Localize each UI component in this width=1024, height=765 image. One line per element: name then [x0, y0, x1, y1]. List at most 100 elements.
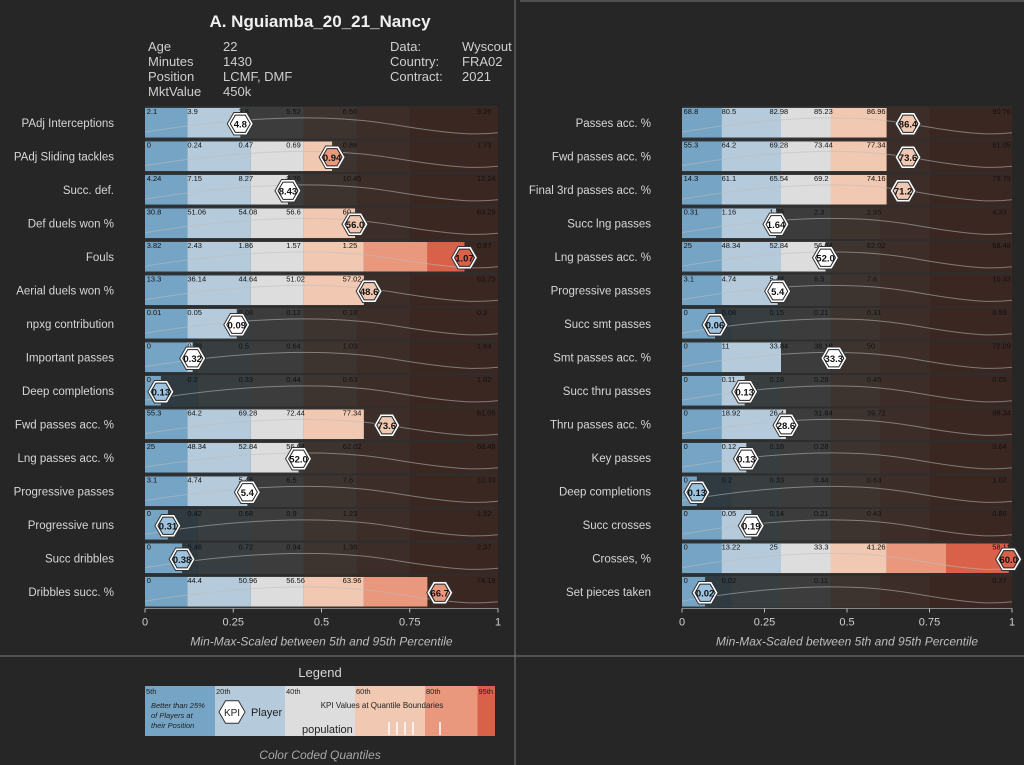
value-bar-segment	[781, 108, 831, 138]
quantile-value-label: 0.12	[286, 308, 301, 317]
quantile-band	[830, 442, 880, 474]
quantile-value-label: 74.19	[477, 576, 496, 585]
value-bar-segment	[145, 208, 188, 238]
quantile-band	[409, 442, 463, 474]
value-bar-segment	[830, 543, 887, 573]
quantile-value-label: 0.28	[187, 342, 202, 351]
quantile-band	[409, 207, 463, 239]
info-row-position: Position LCMF, DMF	[148, 69, 293, 84]
quantile-value-label: 7.6	[867, 275, 877, 284]
info-row-age: Age 22	[148, 39, 238, 54]
kpi-marker	[765, 215, 787, 234]
kpi-row: 55.3 64.2 69.28 72.44 77.34 81.05 Fwd passes a…	[15, 408, 499, 440]
quantile-value-label: 0	[684, 342, 688, 351]
kpi-row: 0.31 1.16 1.75 2.3 2.95 4.33 Succ lng passes 1.…	[567, 207, 1013, 239]
population-curve	[144, 117, 499, 135]
quantile-band	[250, 375, 304, 407]
value-bar-segment	[145, 309, 188, 339]
metric-label: Deep completions	[22, 386, 114, 398]
kpi-row: 0 0.05 0.14 0.21 0.43 0.86 Succ crosses 0.19	[583, 509, 1013, 541]
quantile-value-label: 1.73	[477, 141, 492, 150]
quantile-value-label: 0	[684, 509, 688, 518]
quantile-value-label: 44.64	[239, 275, 258, 284]
quantile-value-label: 69.2	[814, 174, 829, 183]
quantile-value-label: 56.64	[814, 241, 833, 250]
kpi-value-label: 4.8	[234, 119, 247, 130]
value-bar-segment	[303, 275, 364, 305]
quantile-band	[303, 542, 357, 574]
quantile-value-label: 36.14	[187, 275, 206, 284]
quantile-value-label: 82.98	[769, 107, 788, 116]
quantile-value-label: 0.44	[286, 375, 301, 384]
value-bar-segment	[830, 175, 887, 205]
quantile-value-label: 0.21	[814, 308, 829, 317]
quantile-value-label: 0.21	[814, 509, 829, 518]
population-curve	[144, 217, 499, 235]
population-curve	[144, 318, 499, 336]
quantile-value-label: 33.84	[769, 342, 788, 351]
quantile-value-label: 3.1	[684, 275, 694, 284]
value-bar-segment	[682, 242, 722, 272]
quantile-value-label: 0.27	[992, 576, 1007, 585]
quantile-band	[781, 375, 831, 407]
quantile-band	[409, 140, 463, 172]
kpi-marker	[321, 148, 343, 167]
population-curve	[681, 485, 1013, 503]
kpi-row: 0 0.08 0.15 0.21 0.31 0.59 Succ smt passes 0.06	[564, 308, 1013, 340]
value-bar-segment	[145, 175, 188, 205]
metric-label: Progressive passes	[14, 486, 115, 498]
quantile-band	[409, 341, 463, 373]
value-bar-segment	[145, 443, 188, 473]
population-curve	[144, 385, 499, 403]
quantile-value-label: 25	[769, 543, 777, 552]
value-bar-segment	[145, 242, 188, 272]
quantile-value-label: 55.3	[147, 409, 162, 418]
quantile-value-label: 0.69	[286, 141, 301, 150]
quantile-value-label: 0.47	[239, 141, 254, 150]
metric-label: PAdj Interceptions	[22, 118, 115, 130]
quantile-value-label: 62.02	[867, 241, 886, 250]
population-curve	[144, 552, 499, 570]
kpi-marker	[998, 550, 1020, 569]
quantile-value-label: 41.26	[867, 543, 886, 552]
player-info: Age 22 Minutes 1430 Position LCMF, DMF MktV…	[148, 39, 292, 99]
population-curve	[681, 217, 1013, 235]
quantile-value-label: 77.34	[867, 141, 886, 150]
kpi-row: 0 0.24 0.47 0.69 0.86 1.73 PAdj Sliding tackle…	[14, 140, 499, 172]
kpi-value-label: 0.13	[152, 387, 171, 398]
quantile-value-label: 13.22	[722, 543, 741, 552]
metric-label: Passes acc. %	[576, 118, 651, 130]
metric-label: Lng passes acc. %	[554, 252, 651, 264]
kpi-marker	[226, 315, 248, 334]
quantile-value-label: 2.43	[187, 241, 202, 250]
quantile-value-label: 0.2	[187, 375, 197, 384]
kpi-row: 68.8 80.5 82.98 85.23 86.96 90.76 Passes acc. …	[576, 107, 1013, 139]
quantile-value-label: 60	[343, 208, 351, 217]
kpi-value-label: 8.43	[279, 186, 298, 197]
quantile-value-label: 7.6	[343, 476, 353, 485]
quantile-value-label: 9.26	[286, 174, 301, 183]
quantile-value-label: 79.79	[992, 174, 1011, 183]
quantile-value-label: 0.64	[992, 442, 1007, 451]
quantile-value-label: 74.16	[867, 174, 886, 183]
value-bar-segment	[682, 443, 722, 473]
legend-color-band	[285, 686, 355, 736]
quantile-value-label: 80.5	[722, 107, 737, 116]
metric-label: Deep completions	[559, 486, 651, 498]
kpi-marker	[277, 181, 299, 200]
quantile-value-label: 0.45	[867, 375, 882, 384]
quantile-value-label: 6.56	[343, 107, 358, 116]
kpi-value-label: 28.6	[777, 421, 796, 432]
metric-label: Thru passes acc. %	[550, 419, 651, 431]
value-bar-segment	[145, 141, 188, 171]
value-bar-segment	[303, 242, 364, 272]
quantile-band	[929, 207, 979, 239]
quantile-value-label: 0.01	[147, 308, 162, 317]
metric-label: Aerial duels won %	[16, 285, 114, 297]
value-bar-segment	[250, 577, 304, 607]
kpi-value-label: 73.6	[378, 421, 397, 432]
quantile-value-label: 0.68	[239, 509, 254, 518]
quantile-value-label: 52.84	[239, 442, 258, 451]
quantile-value-label: 0.2	[722, 476, 732, 485]
